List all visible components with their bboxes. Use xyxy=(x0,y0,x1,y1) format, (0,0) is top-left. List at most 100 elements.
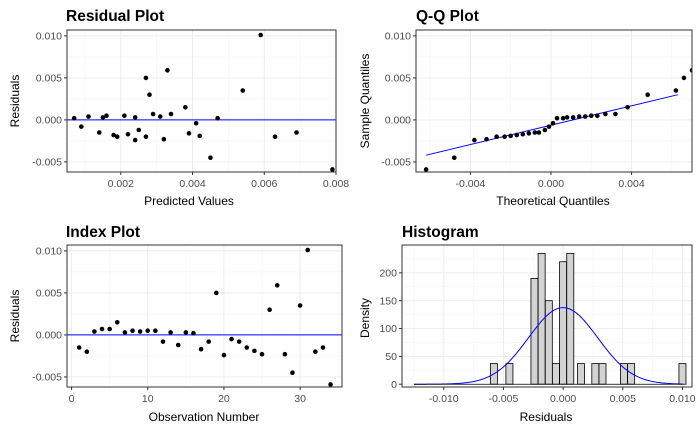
panel-background xyxy=(67,245,342,387)
histogram-bar xyxy=(559,261,568,385)
histogram-plot-area: -0.010 -0.005 0.000 0.005 0.010 0 50 100 150 200 xyxy=(379,244,696,405)
data-point xyxy=(282,351,288,357)
data-point xyxy=(570,115,576,120)
data-point xyxy=(132,115,138,120)
data-point xyxy=(122,113,127,119)
x-tick-label: 0 xyxy=(69,393,75,405)
grid-lines xyxy=(67,245,342,387)
x-tick-label: -0.004 xyxy=(456,178,486,190)
x-tick-label: 0.004 xyxy=(618,178,644,190)
y-tick-label: 150 xyxy=(379,295,397,307)
data-point xyxy=(274,283,280,288)
histogram-title: Histogram xyxy=(402,224,479,241)
data-point xyxy=(502,134,507,140)
plot-marks xyxy=(67,32,336,172)
data-point xyxy=(258,32,263,38)
x-tick-label: 0.010 xyxy=(669,393,695,405)
histogram-bar xyxy=(544,300,553,385)
data-point xyxy=(494,134,499,140)
x-tick-label: 10 xyxy=(142,393,154,405)
y-tick-label: -0.005 xyxy=(32,372,62,384)
data-point xyxy=(320,345,326,350)
residual-plot-xlabel: Predicted Values xyxy=(144,194,234,208)
data-point xyxy=(143,75,149,81)
qq-plot-ylabel: Sample Quantiles xyxy=(358,54,372,149)
data-point xyxy=(114,320,120,325)
qq-plot-xlabel: Theoretical Quantiles xyxy=(496,194,609,208)
panel-background xyxy=(416,30,692,172)
panel-border xyxy=(415,29,693,173)
data-point xyxy=(165,68,170,73)
data-point xyxy=(114,134,120,140)
x-tick-label: 30 xyxy=(294,393,306,405)
data-point xyxy=(147,92,152,97)
data-point xyxy=(79,124,84,129)
data-point xyxy=(595,113,600,119)
data-point xyxy=(208,155,213,161)
residual-plot-ylabel: Residuals xyxy=(8,75,22,128)
data-point xyxy=(145,328,151,334)
histogram-bar xyxy=(620,363,628,385)
data-point xyxy=(236,339,242,344)
data-point xyxy=(560,115,566,121)
data-point xyxy=(272,134,278,140)
residual-plot-panel: Residual Plot Predicted Values Residuals… xyxy=(8,8,349,208)
data-point xyxy=(290,370,295,376)
data-point xyxy=(305,247,311,253)
data-point xyxy=(157,114,163,119)
histogram-bar xyxy=(591,363,600,385)
x-tick-label: 0.000 xyxy=(550,393,576,405)
data-point xyxy=(673,88,679,93)
data-point xyxy=(99,326,105,332)
data-point xyxy=(514,132,520,138)
histogram-panel: Histogram Residuals Density -0.010 -0.005… xyxy=(358,224,696,424)
panel-border xyxy=(66,29,337,173)
data-point xyxy=(130,328,135,334)
data-point xyxy=(168,111,174,117)
y-tick-label: 0.010 xyxy=(385,30,411,42)
data-point xyxy=(508,133,513,139)
data-point xyxy=(542,127,548,133)
qq-plot-area: -0.004 0.000 0.004 -0.005 0.000 0.005 0.010 xyxy=(381,29,693,190)
data-point xyxy=(520,131,526,137)
index-plot-area: 0 10 20 30 -0.005 0.000 0.005 0.010 xyxy=(32,244,343,405)
data-point xyxy=(244,345,250,350)
data-point xyxy=(526,131,532,136)
data-point xyxy=(689,68,692,73)
data-point xyxy=(186,131,192,136)
data-point xyxy=(125,131,131,137)
data-point xyxy=(484,136,489,142)
data-point xyxy=(330,167,335,172)
plot-marks xyxy=(413,252,687,385)
histogram-bar xyxy=(627,363,636,385)
data-point xyxy=(107,326,112,332)
data-point xyxy=(71,115,77,121)
data-point xyxy=(150,111,156,117)
plot-marks xyxy=(67,247,342,387)
panel-border xyxy=(401,244,693,388)
data-point xyxy=(451,155,457,161)
data-point xyxy=(92,329,97,334)
data-point xyxy=(175,342,181,348)
y-tick-label: 0.005 xyxy=(36,287,62,299)
x-tick-label: 0.006 xyxy=(251,178,277,190)
data-point xyxy=(183,105,188,110)
data-point xyxy=(252,348,257,354)
data-point xyxy=(564,115,570,120)
data-point xyxy=(536,130,542,135)
data-point xyxy=(229,336,234,342)
panel-background xyxy=(67,30,336,172)
x-tick-label: 0.005 xyxy=(610,393,636,405)
histogram-bar xyxy=(566,252,575,385)
data-point xyxy=(137,329,143,334)
data-point xyxy=(136,127,142,133)
y-tick-label: 0.005 xyxy=(385,72,411,84)
data-point xyxy=(613,111,618,117)
y-tick-label: -0.005 xyxy=(381,157,411,169)
index-plot-ylabel: Residuals xyxy=(8,290,22,343)
data-point xyxy=(76,345,82,350)
data-point xyxy=(576,114,582,119)
data-point xyxy=(240,88,246,93)
density-curve xyxy=(413,307,683,385)
